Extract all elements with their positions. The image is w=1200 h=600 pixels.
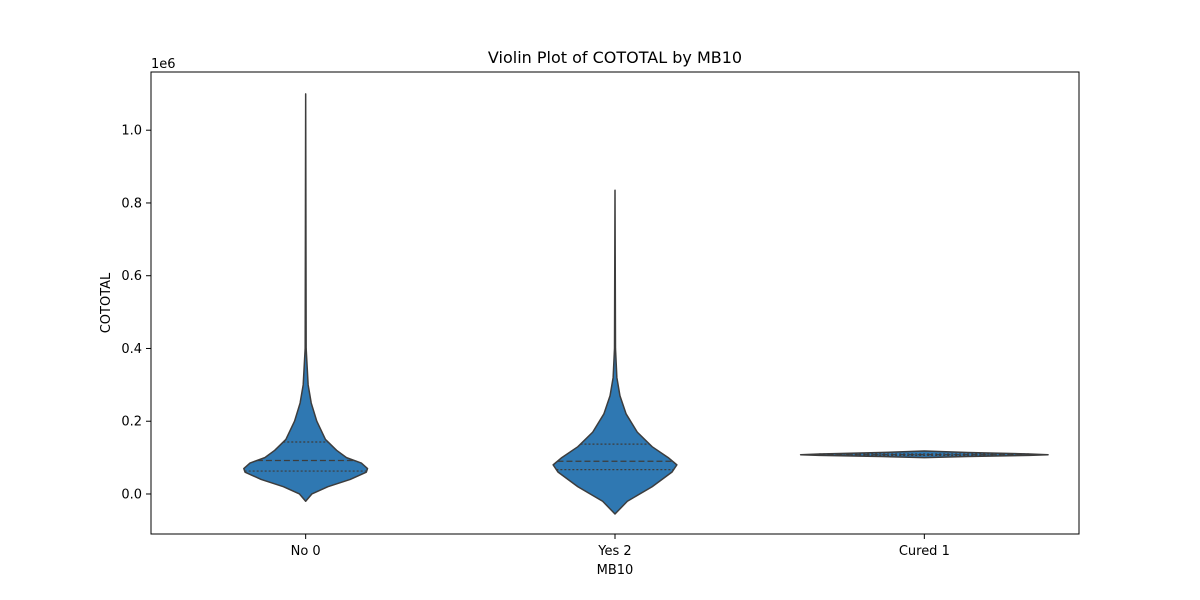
y-tick-label: 0.4 — [121, 342, 142, 357]
y-axis-label: COTOTAL — [99, 272, 114, 333]
y-tick-label: 1.0 — [121, 124, 142, 139]
x-axis-label: MB10 — [597, 563, 634, 578]
y-tick-label: 0.8 — [121, 196, 142, 211]
x-tick-label: Cured 1 — [899, 544, 950, 559]
y-tick-label: 0.6 — [121, 269, 142, 284]
chart-title: Violin Plot of COTOTAL by MB10 — [488, 48, 742, 67]
x-tick-label: No 0 — [291, 544, 321, 559]
y-offset-label: 1e6 — [151, 57, 176, 72]
violin-body — [552, 189, 678, 515]
violin-body — [243, 93, 369, 503]
plot-frame — [150, 71, 1080, 535]
y-tick-label: 0.2 — [121, 415, 142, 430]
y-tick-label: 0.0 — [121, 487, 142, 502]
plot-marks: 0.0 0.2 0.4 0.6 0.8 1.0 No 0 Yes 2 Cured 1 — [121, 93, 1049, 559]
x-tick-label: Yes 2 — [597, 544, 631, 559]
